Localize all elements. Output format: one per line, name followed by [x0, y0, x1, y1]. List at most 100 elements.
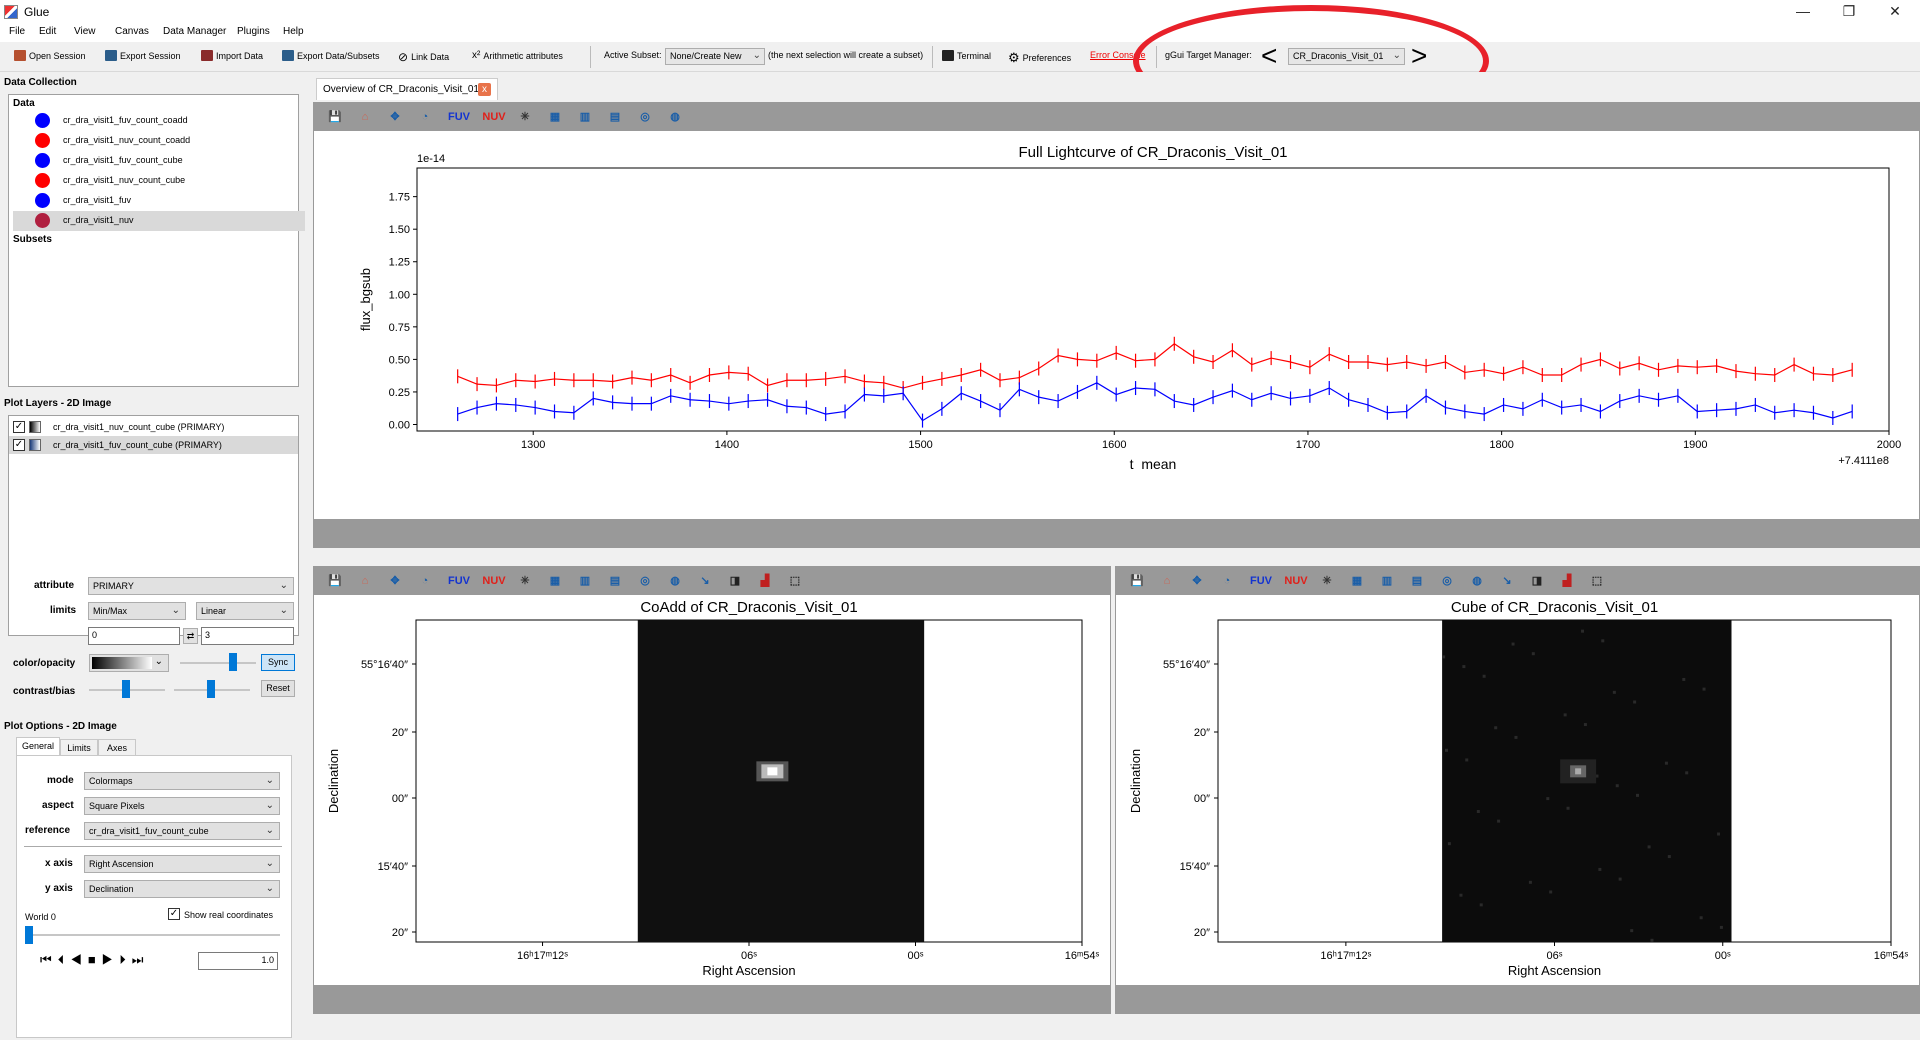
menu-plugins[interactable]: Plugins — [237, 26, 270, 37]
pointer-icon[interactable]: ↘ — [700, 575, 710, 587]
data-item[interactable]: cr_dra_visit1_fuv_count_coadd — [13, 111, 305, 131]
opacity-slider-track[interactable] — [180, 662, 256, 664]
xrange-select-icon[interactable]: ▥ — [579, 575, 591, 587]
open-session-button[interactable]: Open Session — [14, 50, 86, 61]
checkbox-checked-icon[interactable]: ✓ — [13, 421, 25, 433]
circle-select-icon[interactable]: ◎ — [1442, 575, 1452, 587]
coadd-image-plot[interactable]: CoAdd of CR_Draconis_Visit_01 16ʰ17ᵐ12ˢ 06… — [314, 595, 1110, 985]
opacity-slider-knob[interactable] — [229, 653, 237, 671]
rect-select-icon[interactable]: ▦ — [549, 575, 561, 587]
sync-button[interactable]: Sync — [261, 654, 295, 671]
attribute-combo[interactable]: PRIMARY ⌄ — [88, 577, 294, 595]
link-data-button[interactable]: ⊘ Link Data — [398, 50, 450, 64]
tab-overview[interactable]: Overview of CR_Draconis_Visit_01 x — [316, 78, 498, 100]
play-back-icon[interactable]: ◀ — [70, 952, 88, 967]
yrange-select-icon[interactable]: ▤ — [1411, 575, 1423, 587]
pan-icon[interactable]: ✥ — [1192, 575, 1202, 587]
pan-icon[interactable]: ✥ — [390, 575, 400, 587]
circle-select-icon[interactable]: ◎ — [640, 111, 650, 123]
import-data-button[interactable]: Import Data — [201, 50, 263, 61]
playback-speed-input[interactable]: 1.0 — [198, 952, 278, 970]
lasso-select-icon[interactable]: ◍ — [670, 575, 680, 587]
maximize-button[interactable]: ❐ — [1842, 3, 1856, 19]
export-session-button[interactable]: Export Session — [105, 50, 181, 61]
bias-slider-knob[interactable] — [207, 680, 215, 698]
close-tab-icon[interactable]: x — [478, 83, 491, 96]
nuv-button[interactable]: NUV — [482, 575, 506, 587]
pan-icon[interactable]: ✥ — [390, 111, 400, 123]
arithmetic-attributes-button[interactable]: x² Arithmetic attributes — [472, 50, 563, 61]
close-button[interactable]: ✕ — [1889, 3, 1901, 19]
lasso-select-icon[interactable]: ◍ — [670, 111, 680, 123]
contrast-icon[interactable]: ◨ — [729, 575, 741, 587]
data-item-selected[interactable]: cr_dra_visit1_nuv — [13, 211, 305, 231]
zoom-icon[interactable]: ◔ — [1223, 575, 1231, 587]
data-item[interactable]: cr_dra_visit1_nuv_count_coadd — [13, 131, 305, 151]
data-collection-tree[interactable]: Data cr_dra_visit1_fuv_count_coadd cr_dr… — [8, 94, 305, 387]
xrange-select-icon[interactable]: ▥ — [1381, 575, 1393, 587]
minimize-button[interactable]: — — [1796, 3, 1810, 19]
home-icon[interactable]: ⌂ — [361, 111, 369, 123]
aspect-combo[interactable]: Square Pixels ⌄ — [84, 797, 280, 815]
menu-data-manager[interactable]: Data Manager — [163, 26, 227, 37]
lasso-select-icon[interactable]: ◍ — [1472, 575, 1482, 587]
step-forward-icon[interactable]: ⏵ — [119, 952, 132, 967]
yrange-select-icon[interactable]: ▤ — [609, 575, 621, 587]
export-data-button[interactable]: Export Data/Subsets — [282, 50, 380, 61]
swap-limits-icon[interactable]: ⇄ — [183, 628, 198, 644]
terminal-button[interactable]: Terminal — [942, 50, 991, 61]
plot-layers-list[interactable]: ✓ cr_dra_visit1_nuv_count_cube (PRIMARY)… — [8, 415, 299, 636]
pointer-icon[interactable]: ↘ — [1502, 575, 1512, 587]
nuv-button[interactable]: NUV — [1284, 575, 1308, 587]
subset-mode-combo[interactable]: None/Create New ⌄ — [665, 48, 765, 65]
lightcurve-plot[interactable]: Full Lightcurve of CR_Draconis_Visit_01 1… — [314, 131, 1919, 471]
x-axis-combo[interactable]: Right Ascension ⌄ — [84, 855, 280, 873]
cube-3d-icon[interactable]: ⬚ — [1591, 575, 1603, 587]
zoom-icon[interactable]: ◔ — [421, 575, 429, 587]
colormap-combo[interactable]: ⌄ — [89, 654, 169, 672]
limit-min-input[interactable]: 0 — [88, 627, 180, 645]
menu-canvas[interactable]: Canvas — [115, 26, 149, 37]
data-item[interactable]: cr_dra_visit1_nuv_count_cube — [13, 171, 305, 191]
reset-button[interactable]: Reset — [261, 680, 295, 697]
limits-mode-combo[interactable]: Min/Max ⌄ — [88, 602, 186, 620]
layer-row-selected[interactable]: ✓ cr_dra_visit1_fuv_count_cube (PRIMARY) — [9, 436, 298, 454]
circle-select-icon[interactable]: ◎ — [640, 575, 650, 587]
crosshair-icon[interactable]: ✳ — [520, 575, 530, 587]
play-icon[interactable]: ▶ — [101, 952, 120, 967]
stop-icon[interactable]: ■ — [87, 952, 102, 967]
histogram-icon[interactable]: ▟ — [760, 575, 770, 587]
xrange-select-icon[interactable]: ▥ — [579, 111, 591, 123]
world-slider-knob[interactable] — [25, 926, 33, 944]
data-item[interactable]: cr_dra_visit1_fuv_count_cube — [13, 151, 305, 171]
limit-max-input[interactable]: 3 — [201, 627, 294, 645]
stretch-combo[interactable]: Linear ⌄ — [196, 602, 294, 620]
menu-file[interactable]: File — [9, 26, 26, 37]
crosshair-icon[interactable]: ✳ — [1322, 575, 1332, 587]
preferences-button[interactable]: ⚙ Preferences — [1008, 50, 1072, 65]
tab-general[interactable]: General — [16, 737, 60, 755]
contrast-slider-knob[interactable] — [122, 680, 130, 698]
fuv-button[interactable]: FUV — [448, 111, 470, 123]
save-icon[interactable]: 💾 — [328, 575, 342, 587]
yrange-select-icon[interactable]: ▤ — [609, 111, 621, 123]
checkbox-checked-icon[interactable]: ✓ — [168, 908, 180, 920]
menu-edit[interactable]: Edit — [39, 26, 57, 37]
save-icon[interactable]: 💾 — [1130, 575, 1144, 587]
reference-combo[interactable]: cr_dra_visit1_fuv_count_cube ⌄ — [84, 822, 280, 840]
fuv-button[interactable]: FUV — [1250, 575, 1272, 587]
rect-select-icon[interactable]: ▦ — [549, 111, 561, 123]
fuv-button[interactable]: FUV — [448, 575, 470, 587]
crosshair-icon[interactable]: ✳ — [520, 111, 530, 123]
step-back-icon[interactable]: ⏴ — [57, 952, 71, 967]
menu-view[interactable]: View — [74, 26, 96, 37]
cube-image-plot[interactable]: Cube of CR_Draconis_Visit_01 16ʰ17ᵐ12ˢ 06ˢ… — [1116, 595, 1919, 985]
histogram-icon[interactable]: ▟ — [1562, 575, 1572, 587]
y-axis-combo[interactable]: Declination ⌄ — [84, 880, 280, 898]
zoom-icon[interactable]: ◔ — [421, 111, 429, 123]
error-console-button[interactable]: Error Console — [1090, 50, 1146, 60]
home-icon[interactable]: ⌂ — [361, 575, 369, 587]
nuv-button[interactable]: NUV — [482, 111, 506, 123]
rect-select-icon[interactable]: ▦ — [1351, 575, 1363, 587]
contrast-icon[interactable]: ◨ — [1531, 575, 1543, 587]
